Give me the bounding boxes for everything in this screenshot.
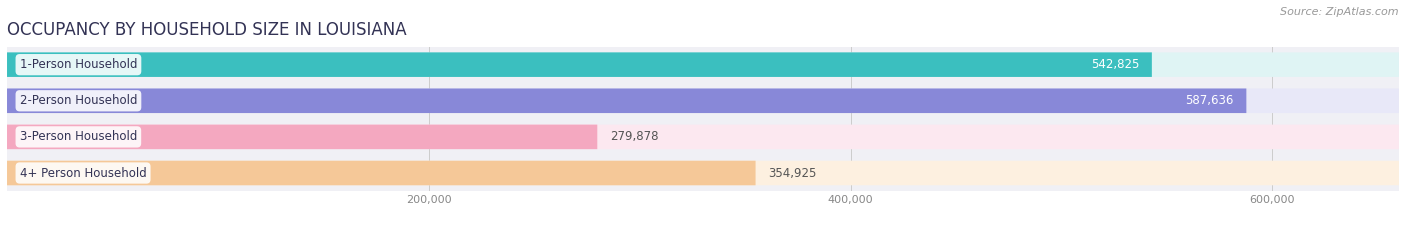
FancyBboxPatch shape [7, 125, 1399, 149]
Text: 354,925: 354,925 [768, 167, 817, 179]
FancyBboxPatch shape [7, 125, 598, 149]
Text: OCCUPANCY BY HOUSEHOLD SIZE IN LOUISIANA: OCCUPANCY BY HOUSEHOLD SIZE IN LOUISIANA [7, 21, 406, 39]
Text: 1-Person Household: 1-Person Household [20, 58, 138, 71]
FancyBboxPatch shape [7, 161, 1399, 185]
FancyBboxPatch shape [7, 52, 1152, 77]
Text: 279,878: 279,878 [610, 130, 658, 143]
Text: Source: ZipAtlas.com: Source: ZipAtlas.com [1281, 7, 1399, 17]
FancyBboxPatch shape [7, 52, 1399, 77]
FancyBboxPatch shape [7, 89, 1246, 113]
Text: 2-Person Household: 2-Person Household [20, 94, 138, 107]
FancyBboxPatch shape [7, 161, 755, 185]
FancyBboxPatch shape [7, 89, 1399, 113]
Text: 587,636: 587,636 [1185, 94, 1233, 107]
Text: 3-Person Household: 3-Person Household [20, 130, 136, 143]
Text: 4+ Person Household: 4+ Person Household [20, 167, 146, 179]
Text: 542,825: 542,825 [1091, 58, 1139, 71]
